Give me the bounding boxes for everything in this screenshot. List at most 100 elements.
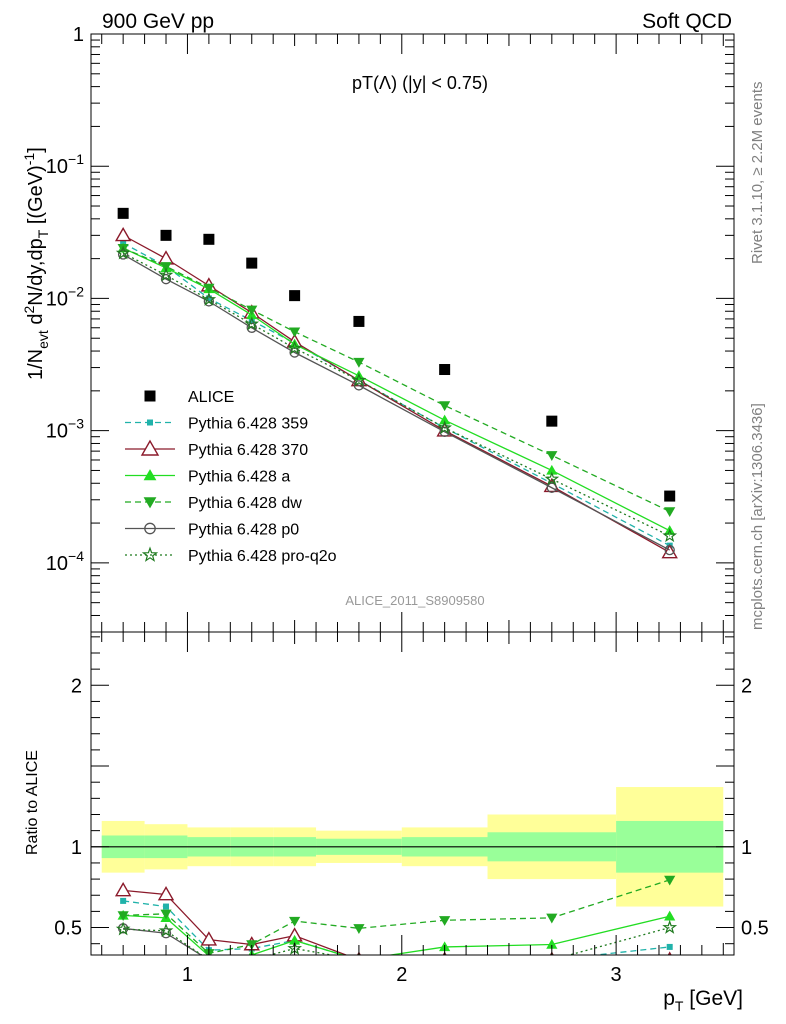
ratio-data-point — [549, 954, 554, 955]
ratio-data-point — [664, 910, 676, 921]
xlabel-part-a: p — [663, 987, 675, 1010]
data-point — [546, 482, 558, 493]
legend-label: Pythia 6.428 pro-q2o — [188, 548, 337, 565]
series-alice — [117, 207, 676, 502]
ratio-data-point — [289, 934, 301, 945]
ylabel-part-d: 2 — [21, 306, 37, 314]
ratio-ylabel: Ratio to ALICE — [24, 750, 41, 855]
y-tick-label: 10−4 — [46, 548, 84, 575]
ratio-data-point — [549, 957, 555, 963]
data-point — [160, 273, 172, 285]
ylabel-part-b: evt — [35, 330, 51, 349]
ratio-y-tick-label-right: 0.5 — [741, 918, 769, 940]
main-panel: 110−110−210−310−4 pT(Λ) (|y| < 0.75) ALI… — [21, 24, 735, 633]
legend-label: Pythia 6.428 359 — [188, 416, 308, 433]
data-point — [439, 401, 451, 412]
data-point — [353, 380, 365, 391]
data-point — [353, 315, 365, 327]
ratio-frame — [90, 631, 735, 956]
ratio-data-point — [117, 911, 129, 922]
y-tick-mantissa: 10 — [46, 288, 68, 310]
xlabel-part-b: T — [675, 998, 684, 1014]
data-point — [664, 490, 676, 502]
rivet-label: Rivet 3.1.10, ≥ 2.2M events — [749, 82, 766, 265]
ratio-data-point — [114, 881, 132, 897]
legend-item-alice: ALICE — [144, 389, 234, 406]
data-point — [244, 316, 260, 331]
y-tick-exponent: −3 — [68, 416, 84, 432]
legend-label: Pythia 6.428 a — [188, 469, 290, 486]
data-point — [546, 451, 558, 461]
main-series-layer — [114, 207, 678, 559]
data-point — [246, 305, 258, 316]
header-right-label: Soft QCD — [642, 10, 732, 33]
ratio-data-point — [160, 909, 172, 920]
ylabel-part-h: -1 — [21, 153, 37, 166]
ratio-ticks: 0.5 0.5 1 1 2 2 1 2 3 — [54, 632, 769, 986]
data-point — [289, 327, 301, 338]
ratio-data-point — [158, 923, 174, 938]
series-line — [122, 253, 671, 551]
y-tick-mantissa: 10 — [46, 156, 68, 178]
ratio-y-tick-label-left: 0.5 — [54, 918, 82, 940]
series-line — [122, 252, 670, 537]
legend-item-pythia-6-428-370: Pythia 6.428 370 — [125, 439, 308, 459]
legend: ALICE Pythia 6.428 359 Pythia 6.428 370 Pyt… — [125, 389, 337, 565]
y-tick-exponent: −4 — [68, 548, 84, 564]
legend-item-pythia-6-428-pro-q2o: Pythia 6.428 pro-q2o — [125, 546, 337, 565]
main-ylabel: 1/Nevt d2N/dy,dpT [(GeV)-1] — [21, 147, 51, 380]
ylabel-part-g: [(GeV) — [25, 165, 47, 229]
legend-marker — [144, 522, 156, 535]
ratio-y-tick-label-right: 1 — [741, 837, 752, 859]
xlabel-part-c: [GeV] — [683, 987, 743, 1010]
data-point — [117, 207, 129, 219]
ratio-series-pythia-6-428-370 — [114, 881, 672, 955]
legend-marker — [143, 469, 157, 481]
ratio-data-point — [120, 897, 127, 904]
ratio-series-pythia-6-428-359 — [120, 897, 673, 963]
ratio-data-point — [356, 957, 362, 963]
ylabel-part-i: ] — [25, 147, 47, 153]
legend-marker — [143, 497, 157, 509]
data-point — [160, 229, 172, 241]
legend-marker — [141, 546, 159, 562]
ratio-data-point — [353, 924, 365, 934]
ylabel-part-a: 1/N — [25, 349, 47, 380]
legend-marker — [144, 390, 156, 402]
ratio-data-point — [666, 943, 673, 950]
ratio-data-point — [546, 938, 558, 949]
series-line — [122, 242, 671, 547]
y-tick-label: 10−1 — [46, 151, 84, 178]
data-point — [289, 290, 301, 302]
ylabel-part-c: d — [25, 314, 47, 331]
header-left-label: 900 GeV pp — [102, 10, 214, 33]
data-point — [439, 364, 451, 376]
ratio-panel: 0.5 0.5 1 1 2 2 1 2 3 Ratio to ALICE — [24, 631, 769, 986]
ratio-y-tick-label-left: 2 — [71, 675, 82, 697]
main-title: pT(Λ) (|y| < 0.75) — [352, 73, 488, 93]
data-point — [662, 528, 678, 543]
data-point — [546, 415, 558, 427]
y-tick-label: 1 — [73, 24, 84, 46]
data-point — [546, 464, 558, 475]
ratio-data-point — [115, 921, 131, 936]
y-tick-mantissa: 10 — [46, 421, 68, 443]
legend-item-pythia-6-428-359: Pythia 6.428 359 — [125, 416, 308, 433]
data-point — [351, 372, 367, 387]
legend-label: Pythia 6.428 p0 — [188, 522, 299, 539]
ratio-series-layer — [114, 875, 678, 963]
y-tick-exponent: −1 — [68, 151, 84, 167]
ratio-y-tick-label-right: 2 — [741, 675, 752, 697]
analysis-id-label: ALICE_2011_S8909580 — [345, 593, 484, 608]
legend-label: Pythia 6.428 dw — [188, 495, 302, 512]
ratio-series-line — [123, 914, 670, 955]
data-point — [205, 295, 212, 302]
data-point — [544, 471, 560, 486]
ylabel-part-f: T — [35, 229, 51, 238]
ratio-data-point — [443, 952, 446, 955]
ratio-data-point — [207, 952, 210, 955]
data-point — [157, 250, 175, 265]
ratio-data-point — [442, 957, 448, 963]
ratio-data-point — [439, 916, 451, 926]
mcplots-label: mcplots.cern.ch [arXiv:1306.3436] — [749, 403, 766, 630]
